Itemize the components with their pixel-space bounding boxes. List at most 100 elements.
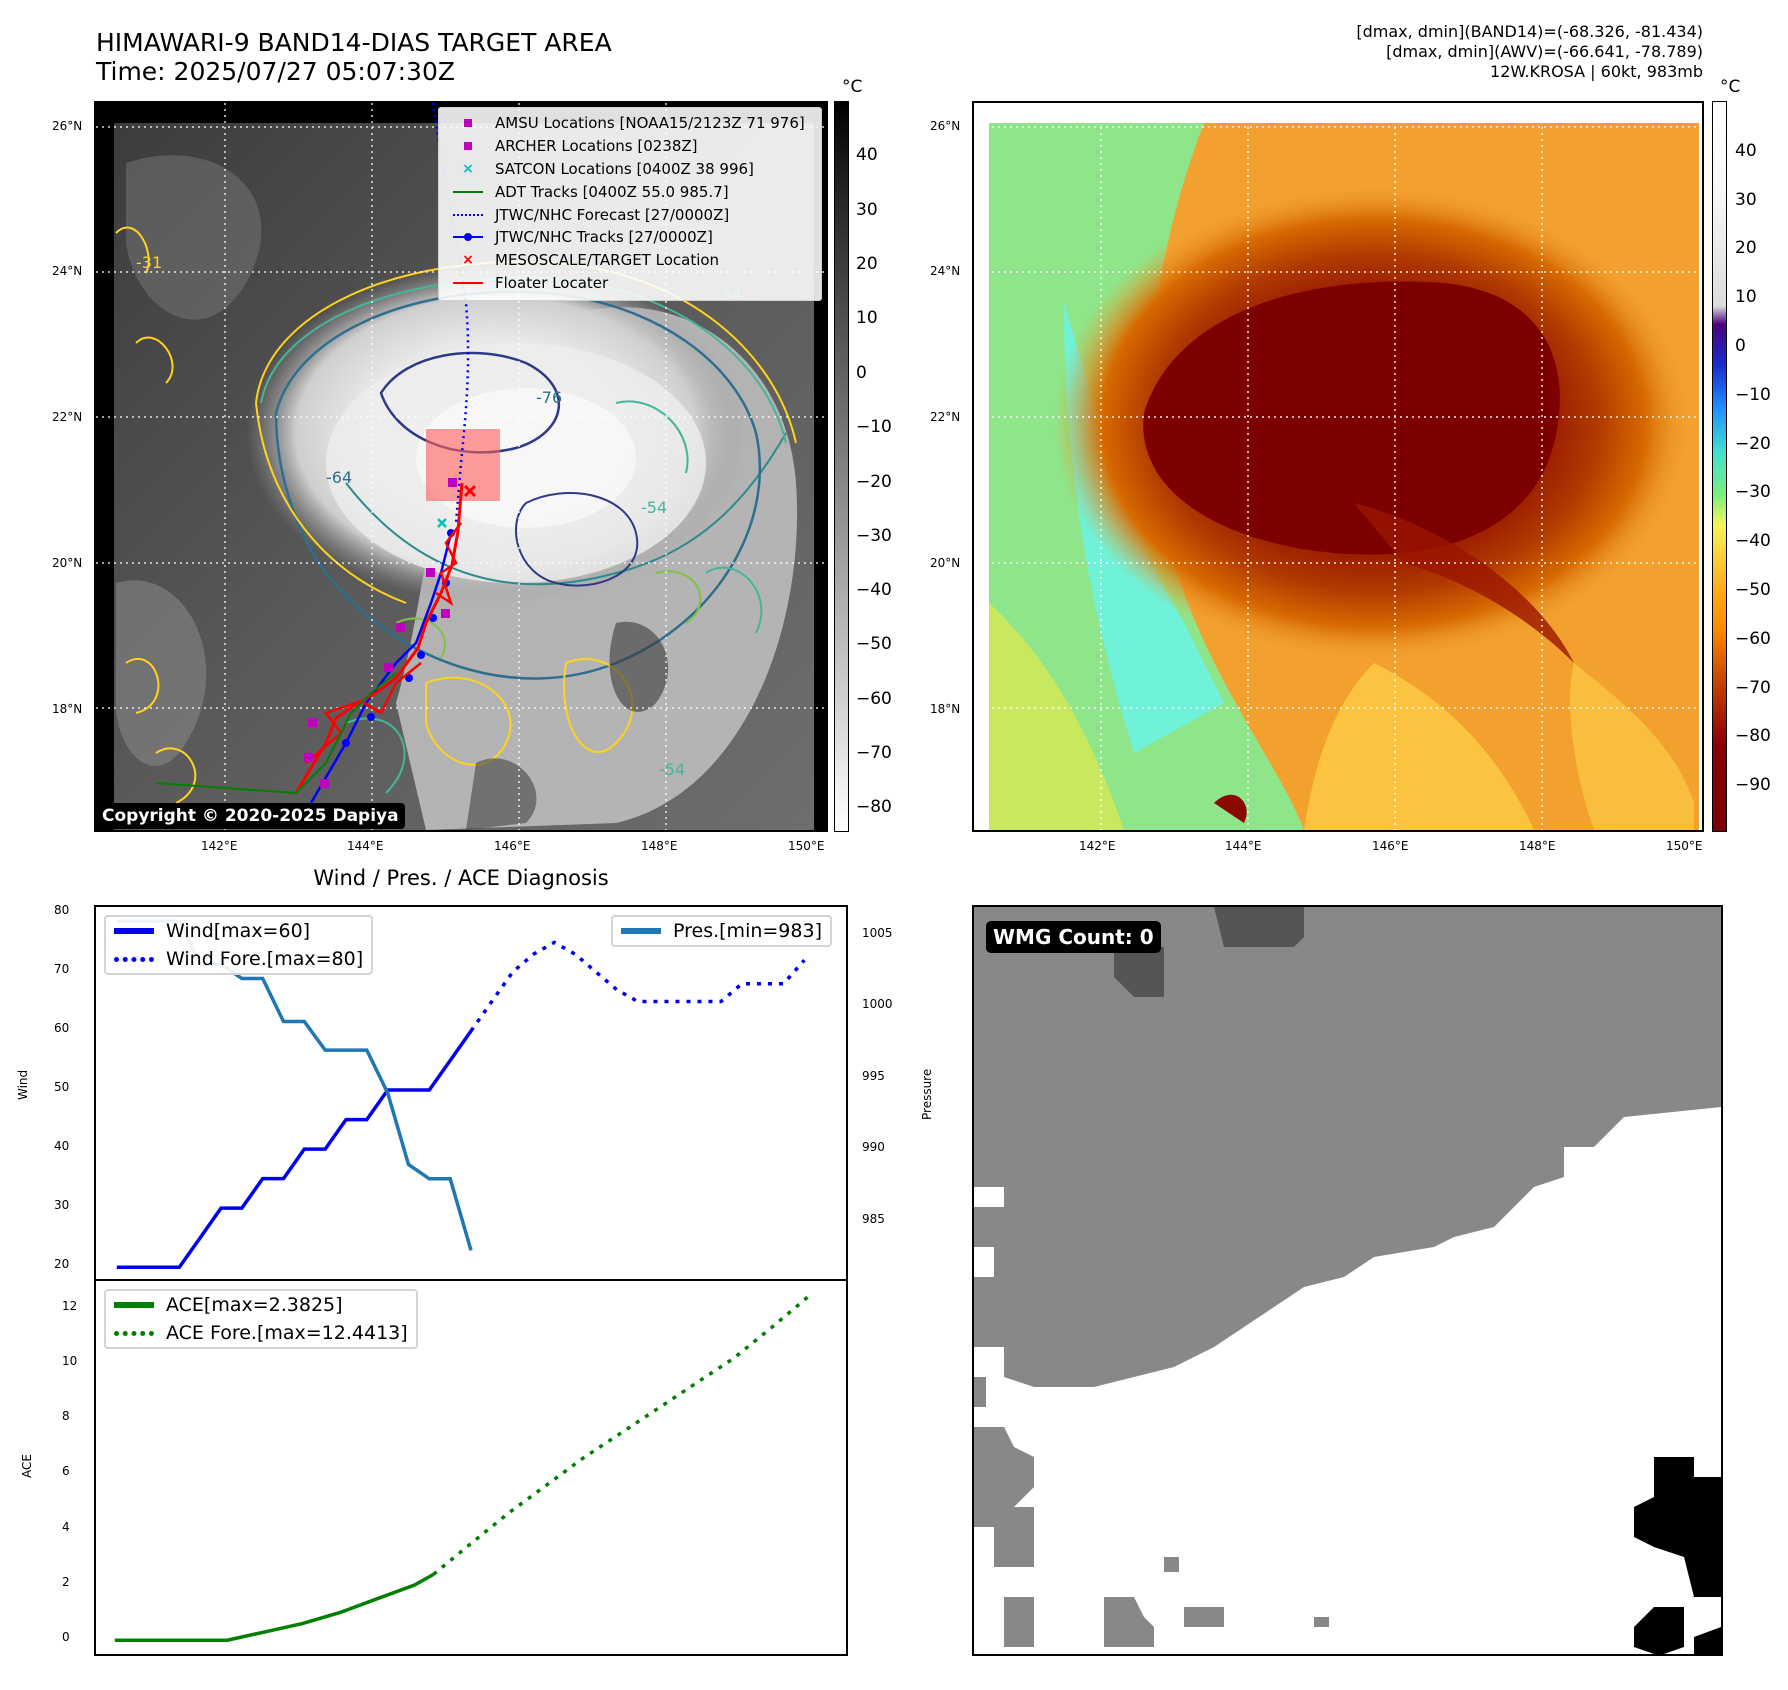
ace-forecast-series-line — [432, 1295, 810, 1576]
wind-ytick-label: 70 — [54, 961, 70, 976]
lat-tick-label: 18°N — [52, 702, 83, 716]
figure-title: HIMAWARI-9 BAND14-DIAS TARGET AREA — [96, 28, 612, 57]
awv-colorbar-tick: 30 — [1735, 190, 1757, 210]
awv-colorbar-tick: 20 — [1735, 238, 1757, 258]
ace-ytick-label: 10 — [62, 1353, 78, 1368]
ace-ytick-label: 8 — [62, 1409, 70, 1424]
solid-line-icon — [114, 1302, 154, 1308]
x-marker-icon: × — [462, 160, 474, 177]
lat-tick-label: 24°N — [930, 264, 961, 278]
lon-tick-label: 142°E — [1079, 839, 1116, 853]
lon-tick-label: 144°E — [347, 839, 384, 853]
ir-colorbar-tick: −60 — [856, 689, 892, 709]
legend-item-pressure: Pres.[min=983] — [613, 917, 830, 945]
ace-ytick-label: 2 — [62, 1574, 70, 1589]
dotted-line-icon — [453, 208, 483, 222]
ir-colorbar-tick: 0 — [856, 363, 867, 383]
pressure-ytick-label: 985 — [862, 1211, 885, 1226]
lon-tick-label: 146°E — [1372, 839, 1409, 853]
lon-tick-label: 144°E — [1225, 839, 1262, 853]
lon-tick-label: 150°E — [788, 839, 825, 853]
diagnosis-title: Wind / Pres. / ACE Diagnosis — [313, 866, 609, 890]
wind-legend: Wind[max=60] Wind Fore.[max=80] — [104, 915, 374, 975]
pressure-ytick-label: 1000 — [862, 997, 893, 1012]
ir-colorbar-tick: −50 — [856, 634, 892, 654]
awv-colorbar-unit: °C — [1720, 77, 1741, 97]
wind-ytick-label: 80 — [54, 902, 70, 917]
awv-colorbar-tick: −60 — [1735, 629, 1771, 649]
contour-label-4: -54 — [641, 498, 667, 517]
lat-tick-label: 20°N — [52, 556, 83, 570]
ir-colorbar-tick: −10 — [856, 417, 892, 437]
contour-label-5: -54 — [659, 760, 685, 779]
pressure-ytick-label: 995 — [862, 1068, 885, 1083]
awv-colorbar-tick: −20 — [1735, 434, 1771, 454]
ace-ytick-label: 0 — [62, 1630, 70, 1645]
awv-colorbar-tick: 0 — [1735, 336, 1746, 356]
legend-item-mesoscale: × MESOSCALE/TARGET Location — [439, 249, 821, 272]
awv-colorbar-tick: −30 — [1735, 482, 1771, 502]
lat-tick-label: 26°N — [930, 119, 961, 133]
legend-item-satcon: × SATCON Locations [0400Z 38 996] — [439, 158, 821, 181]
legend-item-adt: ADT Tracks [0400Z 55.0 985.7] — [439, 180, 821, 203]
copyright-badge: Copyright © 2020-2025 Dapiya — [96, 803, 405, 829]
wind-forecast-series-line — [469, 940, 806, 1033]
lon-tick-label: 142°E — [201, 839, 238, 853]
wmg-map-image — [974, 907, 1721, 1654]
ir-colorbar-tick: 30 — [856, 200, 878, 220]
awv-colorbar-tick: −70 — [1735, 678, 1771, 698]
pressure-ytick-label: 1005 — [862, 925, 893, 940]
awv-colorbar-tick: −50 — [1735, 580, 1771, 600]
contour-label-2: -64 — [326, 468, 352, 487]
ir-colorbar-tick: −20 — [856, 472, 892, 492]
legend-item-archer: ARCHER Locations [0238Z] — [439, 135, 821, 158]
info-awv-range: [dmax, dmin](AWV)=(-66.641, -78.789) — [1386, 42, 1703, 61]
contour-label-1: -76 — [536, 388, 562, 407]
awv-colorbar-tick: −90 — [1735, 775, 1771, 795]
awv-colorbar-tick: 10 — [1735, 287, 1757, 307]
lat-tick-label: 22°N — [52, 410, 83, 424]
legend-item-jtwc-tracks: JTWC/NHC Tracks [27/0000Z] — [439, 226, 821, 249]
legend-item-amsu: AMSU Locations [NOAA15/2123Z 71 976] — [439, 112, 821, 135]
legend-item-floater: Floater Locater — [439, 272, 821, 295]
ace-ytick-label: 4 — [62, 1519, 70, 1534]
square-marker-icon — [453, 139, 483, 153]
wmg-panel: WMG Count: 0 — [972, 905, 1723, 1656]
ir-colorbar-tick: 20 — [856, 254, 878, 274]
ir-colorbar-unit: °C — [842, 77, 863, 97]
awv-colorbar — [1712, 101, 1727, 832]
ace-series-line — [114, 1572, 435, 1642]
contour-label-6: -31 — [136, 253, 162, 272]
line-dot-marker-icon — [453, 230, 483, 244]
awv-colorbar-tick: 40 — [1735, 141, 1757, 161]
awv-colorbar-tick: −10 — [1735, 385, 1771, 405]
wind-ylabel: Wind — [16, 1069, 30, 1100]
info-storm: 12W.KROSA | 60kt, 983mb — [1490, 62, 1703, 81]
awv-colorbar-tick: −40 — [1735, 531, 1771, 551]
lat-tick-label: 20°N — [930, 556, 961, 570]
lon-tick-label: 146°E — [494, 839, 531, 853]
pressure-ytick-label: 990 — [862, 1140, 885, 1155]
legend-item-jtwc-forecast: JTWC/NHC Forecast [27/0000Z] — [439, 203, 821, 226]
lon-tick-label: 148°E — [641, 839, 678, 853]
ir-colorbar-tick: 40 — [856, 145, 878, 165]
lon-tick-label: 148°E — [1519, 839, 1556, 853]
ir-colorbar-tick: −70 — [856, 743, 892, 763]
ir-colorbar-tick: 10 — [856, 308, 878, 328]
awv-colorbar-tick: −80 — [1735, 726, 1771, 746]
line-marker-icon — [453, 276, 483, 290]
solid-line-icon — [114, 928, 154, 934]
lat-tick-label: 18°N — [930, 702, 961, 716]
ir-colorbar-tick: −30 — [856, 526, 892, 546]
dotted-line-icon — [114, 1330, 154, 1336]
square-marker-icon — [453, 116, 483, 130]
dotted-line-icon — [114, 956, 154, 962]
ir-colorbar-tick: −80 — [856, 797, 892, 817]
pressure-legend: Pres.[min=983] — [611, 915, 832, 947]
lat-tick-label: 22°N — [930, 410, 961, 424]
legend-item-wind-forecast: Wind Fore.[max=80] — [106, 945, 371, 973]
wind-ytick-label: 30 — [54, 1198, 70, 1213]
legend-item-ace-forecast: ACE Fore.[max=12.4413] — [106, 1319, 416, 1347]
ir-map-panel: -76 -64 -54 -54 -54 -31 AMSU Locations [… — [94, 101, 828, 832]
ir-colorbar — [834, 101, 849, 832]
